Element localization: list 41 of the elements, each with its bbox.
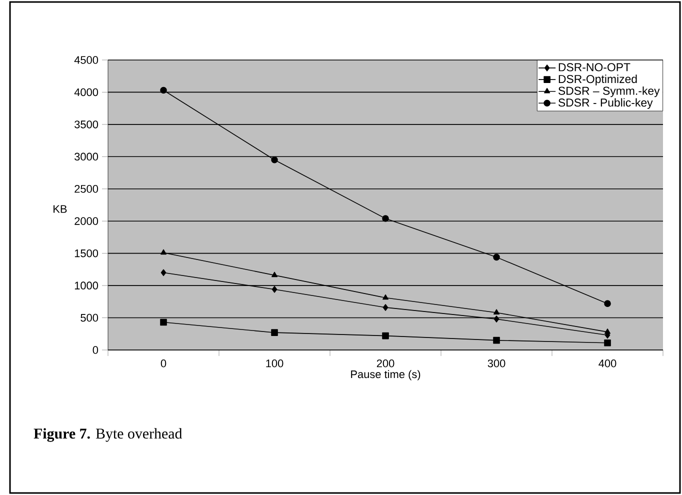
point bbox=[604, 328, 611, 334]
point bbox=[604, 300, 611, 307]
x-tick-label: 0 bbox=[160, 360, 166, 368]
legend-label: DSR-Optimized bbox=[558, 74, 637, 86]
point bbox=[160, 269, 166, 276]
y-tick-label: 500 bbox=[80, 314, 98, 322]
point bbox=[272, 286, 278, 293]
text: Figure 7. Byte overhead bbox=[34, 428, 182, 442]
x-tick-label: 200 bbox=[376, 360, 394, 368]
x-tick-label: 400 bbox=[598, 360, 616, 368]
point bbox=[494, 309, 500, 315]
point bbox=[382, 215, 389, 222]
y-axis-title: KB bbox=[54, 205, 67, 213]
y-tick-label: 4500 bbox=[74, 56, 98, 64]
y-tick-label: 0 bbox=[92, 346, 98, 354]
point bbox=[604, 339, 611, 346]
y-tick-label: 3000 bbox=[74, 152, 98, 161]
point bbox=[271, 156, 278, 164]
point bbox=[271, 329, 278, 336]
point bbox=[382, 294, 389, 300]
x-axis-title: Pause time (s) bbox=[351, 370, 420, 380]
point bbox=[382, 332, 389, 340]
point bbox=[382, 304, 388, 311]
y-tick-label: 3500 bbox=[74, 120, 98, 128]
y-tick-label: 1000 bbox=[74, 282, 98, 290]
legend-label: DSR-NO-OPT bbox=[558, 63, 630, 72]
y-tick-label: 2500 bbox=[74, 185, 98, 193]
point bbox=[160, 318, 167, 326]
point bbox=[160, 249, 167, 255]
point bbox=[494, 316, 500, 322]
x-tick-label: 100 bbox=[266, 360, 284, 368]
point bbox=[272, 272, 278, 278]
point bbox=[160, 86, 167, 94]
legend-label: SDSR - Public-key bbox=[558, 98, 653, 109]
y-tick-label: 2000 bbox=[74, 217, 98, 225]
x-tick-label: 300 bbox=[488, 360, 506, 368]
legend-label: SDSR – Symm.-key bbox=[558, 86, 660, 98]
point bbox=[493, 254, 500, 261]
y-tick-label: 1500 bbox=[74, 249, 98, 258]
y-tick-label: 4000 bbox=[74, 88, 98, 96]
point bbox=[493, 336, 500, 344]
